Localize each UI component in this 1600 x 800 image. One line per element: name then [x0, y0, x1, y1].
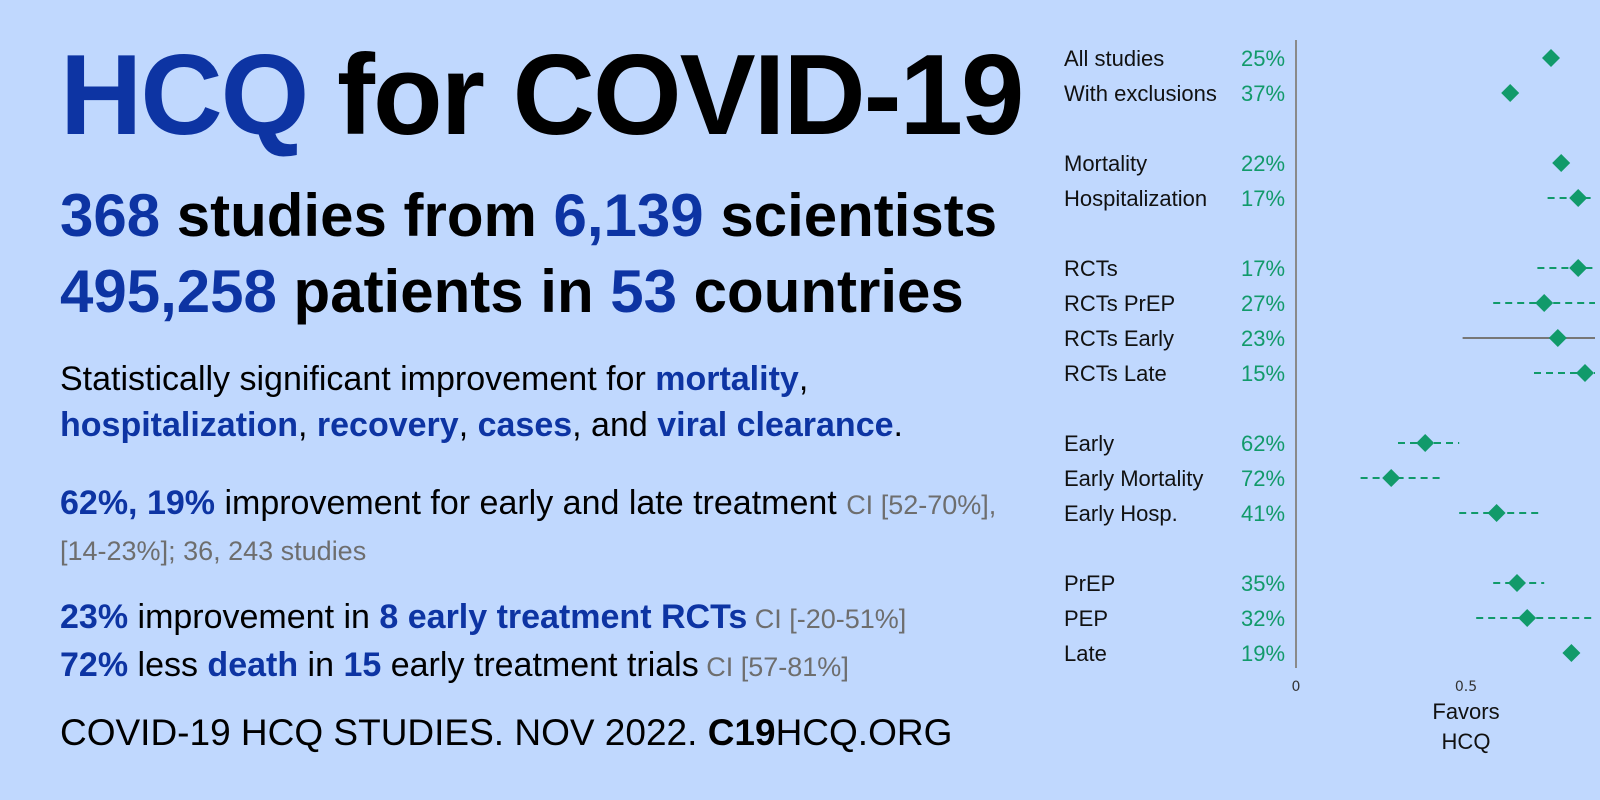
improvement-ci: CI [52-70%], [14-23%]; 36, 243 studies	[60, 490, 997, 566]
footer-part2: HCQ.ORG	[775, 712, 953, 753]
countries-text: countries	[677, 258, 964, 325]
effect-marker	[1535, 294, 1554, 312]
death-text1: less	[128, 646, 208, 684]
effect-marker	[1508, 574, 1526, 592]
row-percent: 15%	[1241, 361, 1285, 386]
effect-marker	[1552, 154, 1571, 172]
rct-ci: CI [-20-51%]	[747, 604, 907, 634]
row-percent: 22%	[1241, 151, 1285, 176]
sig-viral: viral clearance	[657, 406, 894, 444]
row-label: PEP	[1064, 606, 1108, 631]
effect-marker	[1518, 609, 1537, 627]
favors-hcq-label: Favors	[1432, 699, 1499, 724]
death-text3: early treatment trials	[381, 646, 699, 684]
sig-prefix: Statistically significant improvement fo…	[60, 360, 656, 398]
rct-pct: 23%	[60, 598, 129, 636]
title-highlight: HCQ	[60, 32, 309, 159]
sig-cases: cases	[477, 406, 573, 444]
row-percent: 17%	[1241, 186, 1285, 211]
row-percent: 25%	[1241, 46, 1285, 71]
studies-count: 368	[60, 182, 161, 249]
row-percent: 27%	[1241, 291, 1285, 316]
effect-marker	[1548, 329, 1567, 347]
study-stats: 368 studies from 6,139 scientists 495,25…	[60, 178, 997, 330]
patients-count: 495,258	[60, 258, 277, 325]
sig-mortality: mortality	[655, 360, 799, 398]
row-percent: 72%	[1241, 466, 1285, 491]
effect-marker	[1562, 644, 1581, 662]
effect-marker	[1569, 189, 1588, 207]
footer-part1: COVID-19 HCQ STUDIES. NOV 2022.	[60, 712, 708, 753]
row-percent: 62%	[1241, 431, 1285, 456]
scientists-text: scientists	[703, 182, 998, 249]
rct-highlight: 8 early treatment RCTs	[379, 598, 748, 636]
row-label: Early Mortality	[1064, 466, 1203, 491]
effect-marker	[1416, 434, 1435, 452]
stats-line-2: 495,258 patients in 53 countries	[60, 254, 997, 330]
improvement-statement: 62%, 19% improvement for early and late …	[60, 481, 1020, 573]
row-label: RCTs Late	[1064, 361, 1167, 386]
row-label: Early	[1064, 431, 1114, 456]
sig-end: .	[893, 406, 903, 444]
row-percent: 37%	[1241, 81, 1285, 106]
row-label: Hospitalization	[1064, 186, 1207, 211]
death-ci: CI [57-81%]	[698, 652, 849, 682]
row-label: RCTs Early	[1064, 326, 1174, 351]
sig-recovery: recovery	[316, 406, 459, 444]
row-label: Early Hosp.	[1064, 501, 1178, 526]
countries-count: 53	[610, 258, 678, 325]
page-title: HCQ for COVID-19	[60, 30, 1024, 161]
rct-text: improvement in	[128, 598, 380, 636]
death-word: death	[207, 646, 299, 684]
row-percent: 17%	[1241, 256, 1285, 281]
rct-line: 23% improvement in 8 early treatment RCT…	[60, 594, 906, 642]
row-label: With exclusions	[1064, 81, 1217, 106]
favors-hcq-label: HCQ	[1442, 729, 1491, 754]
row-label: Late	[1064, 641, 1107, 666]
row-percent: 19%	[1241, 641, 1285, 666]
effect-marker	[1542, 49, 1560, 67]
scientists-count: 6,139	[553, 182, 704, 249]
sig-sep3: ,	[458, 406, 478, 444]
footer-source: COVID-19 HCQ STUDIES. NOV 2022. C19HCQ.O…	[60, 712, 952, 754]
row-label: PrEP	[1064, 571, 1115, 596]
footer-bold: C19	[707, 712, 776, 753]
death-line: 72% less death in 15 early treatment tri…	[60, 642, 906, 690]
effect-marker	[1501, 84, 1520, 102]
row-percent: 35%	[1241, 571, 1285, 596]
improvement-text: improvement for early and late treatment	[215, 484, 847, 522]
sig-sep4: , and	[572, 406, 658, 444]
effect-marker	[1487, 504, 1506, 522]
rct-statements: 23% improvement in 8 early treatment RCT…	[60, 594, 906, 690]
improvement-values: 62%, 19%	[60, 484, 215, 522]
death-count: 15	[343, 646, 382, 684]
row-label: All studies	[1064, 46, 1164, 71]
studies-text: studies from	[160, 182, 554, 249]
effect-marker	[1576, 364, 1594, 382]
sig-sep1: ,	[798, 360, 809, 398]
stats-line-1: 368 studies from 6,139 scientists	[60, 178, 997, 254]
sig-sep2: ,	[298, 406, 317, 444]
x-tick-label: 0.5	[1455, 679, 1477, 695]
sig-hospitalization: hospitalization	[60, 406, 298, 444]
death-text2: in	[298, 646, 344, 684]
patients-text: patients in	[276, 258, 611, 325]
row-label: RCTs	[1064, 256, 1118, 281]
significance-statement: Statistically significant improvement fo…	[60, 356, 1020, 448]
death-pct: 72%	[60, 646, 129, 684]
effect-marker	[1382, 469, 1401, 487]
row-percent: 32%	[1241, 606, 1285, 631]
row-label: Mortality	[1064, 151, 1147, 176]
row-label: RCTs PrEP	[1064, 291, 1175, 316]
title-rest: for COVID-19	[307, 32, 1024, 159]
effect-marker	[1569, 259, 1588, 277]
row-percent: 41%	[1241, 501, 1285, 526]
row-percent: 23%	[1241, 326, 1285, 351]
x-tick-label: 0	[1292, 679, 1301, 695]
forest-plot: All studies 25% With exclusions 37% Mortalit…	[1064, 40, 1595, 754]
